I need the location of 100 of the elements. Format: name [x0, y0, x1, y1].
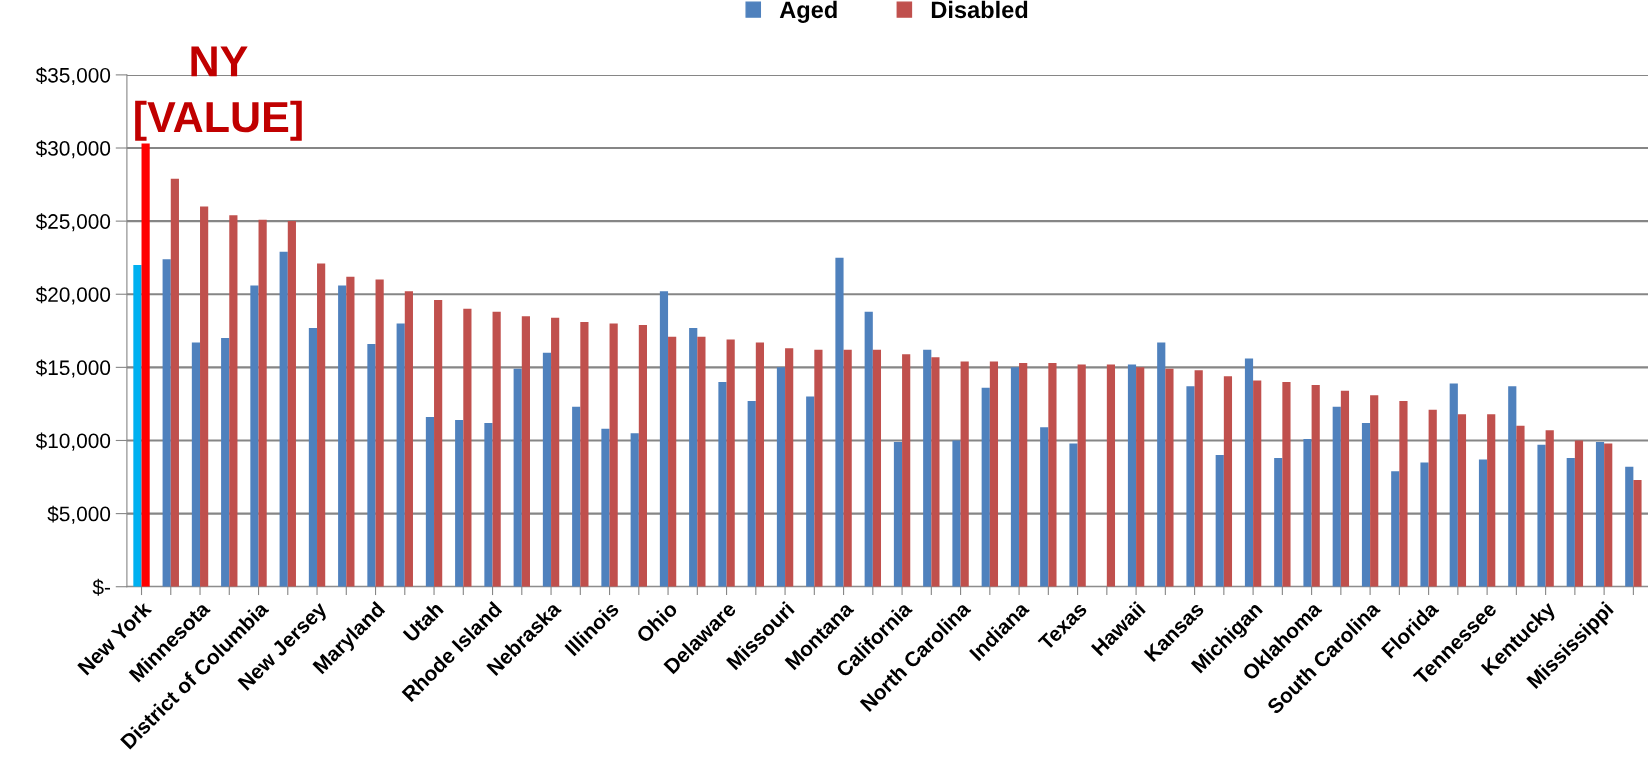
bar — [843, 349, 852, 587]
y-tick-label: $35,000 — [35, 67, 111, 86]
bar — [170, 178, 179, 587]
bar — [141, 143, 150, 587]
bar — [1457, 414, 1467, 587]
bar — [601, 428, 610, 587]
bar — [1127, 364, 1137, 587]
bar — [338, 285, 347, 587]
bar — [367, 343, 376, 587]
bar — [463, 308, 472, 587]
y-tick-label: $5,000 — [47, 505, 111, 524]
bar — [659, 291, 669, 587]
y-tick-label: $25,000 — [35, 213, 111, 232]
bar — [1165, 368, 1174, 587]
bar — [893, 441, 903, 587]
bar — [1537, 444, 1546, 587]
bar — [1223, 376, 1233, 587]
bar — [396, 323, 405, 587]
bar — [989, 361, 999, 587]
bar — [1449, 383, 1458, 587]
bar — [513, 368, 522, 587]
bar — [425, 417, 435, 587]
bar — [1040, 427, 1049, 587]
y-tick-label: $15,000 — [35, 359, 111, 378]
bar — [1595, 441, 1605, 587]
bar — [726, 339, 735, 587]
bar — [1566, 458, 1575, 587]
bar — [551, 317, 560, 587]
legend-label: Aged — [779, 0, 837, 23]
bar — [960, 361, 969, 587]
bar — [1633, 479, 1642, 587]
bar — [162, 259, 171, 587]
bar — [1361, 422, 1371, 587]
bar — [872, 349, 882, 587]
bar — [542, 352, 552, 587]
bar — [697, 336, 706, 587]
y-tick-label: $20,000 — [35, 286, 111, 305]
bar — [1545, 430, 1554, 587]
bar — [1487, 414, 1496, 587]
bar — [1010, 367, 1020, 587]
bar — [1136, 367, 1145, 587]
bar — [1428, 409, 1437, 587]
bar — [133, 264, 142, 587]
bar — [434, 300, 443, 587]
bar — [1516, 425, 1525, 587]
bar — [1574, 440, 1584, 587]
bar — [609, 323, 618, 587]
bar — [1311, 384, 1320, 587]
annotation: NY [VALUE] — [135, 46, 302, 141]
bar — [375, 279, 384, 587]
bar — [572, 406, 581, 587]
bar — [638, 324, 647, 587]
bar — [1625, 466, 1634, 587]
bar — [1332, 406, 1341, 587]
y-tick-label: $30,000 — [35, 140, 111, 159]
bar — [1478, 459, 1488, 587]
bar — [287, 221, 296, 587]
bar — [1508, 386, 1517, 587]
bar — [1282, 381, 1291, 587]
bar — [902, 354, 911, 587]
bar — [1186, 386, 1195, 587]
bar — [1274, 458, 1283, 587]
bar — [931, 357, 940, 587]
bar — [492, 311, 501, 587]
bar — [785, 348, 794, 587]
bar — [923, 349, 932, 587]
bar — [1069, 443, 1078, 587]
bar — [1253, 380, 1262, 587]
bar — [229, 215, 238, 587]
bar — [1157, 342, 1166, 587]
bar — [1391, 471, 1400, 587]
bar — [484, 422, 493, 587]
bar — [864, 311, 873, 587]
bar — [317, 263, 326, 587]
bar — [1077, 364, 1086, 587]
y-tick-label: $10,000 — [35, 432, 111, 451]
bar — [668, 336, 677, 587]
bar — [1215, 455, 1224, 587]
bar — [1399, 401, 1408, 587]
bar — [1244, 358, 1254, 587]
bar — [521, 316, 530, 587]
bar — [1019, 362, 1028, 587]
bar — [1106, 364, 1116, 587]
bar — [346, 276, 355, 587]
bar — [1303, 439, 1312, 587]
bar — [580, 322, 589, 587]
bar — [755, 342, 764, 587]
bar — [1340, 390, 1350, 587]
bar — [1604, 443, 1613, 587]
bar — [1420, 462, 1429, 587]
bar — [250, 285, 259, 587]
bar — [689, 327, 698, 587]
bar — [718, 381, 727, 587]
y-tick-label: $- — [92, 578, 110, 596]
bar — [814, 349, 823, 587]
bar — [776, 367, 786, 587]
bar — [308, 327, 318, 587]
bar — [1370, 395, 1379, 587]
bar — [455, 420, 464, 587]
bar — [221, 338, 230, 587]
